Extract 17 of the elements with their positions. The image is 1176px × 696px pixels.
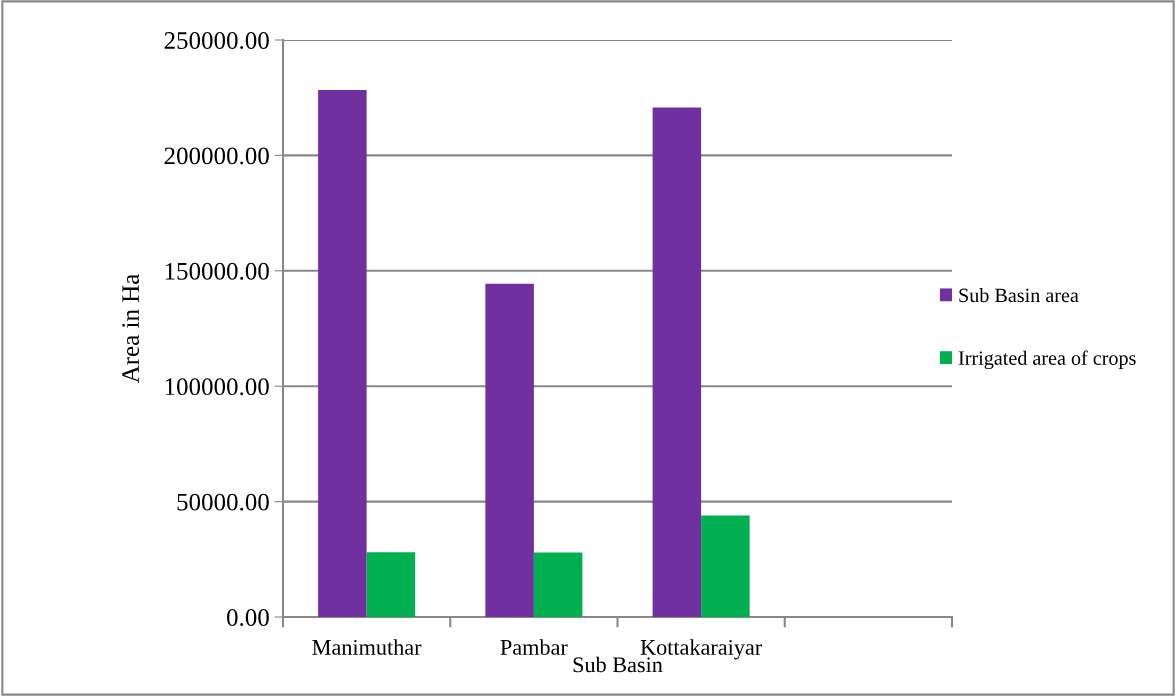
bar: [533, 552, 583, 617]
y-tick-label: 0.00: [227, 609, 269, 627]
y-tick-label: 250000.00: [164, 32, 269, 50]
bar: [701, 515, 750, 617]
bar: [318, 90, 367, 617]
legend-label: Irrigated area of crops: [958, 350, 1136, 370]
legend-label: Sub Basin area: [959, 287, 1079, 303]
y-tick-label: 50000.00: [177, 493, 269, 511]
y-tick-label: 100000.00: [165, 378, 269, 396]
bar: [485, 283, 534, 617]
y-tick-label: 150000.00: [165, 262, 269, 280]
bar: [652, 107, 702, 617]
x-tick-label: Pambar: [500, 639, 568, 655]
bar: [366, 552, 416, 617]
y-tick-label: 200000.00: [164, 147, 269, 165]
x-tick-label: Manimuthar: [312, 639, 422, 655]
y-axis-title: Area in Ha: [122, 274, 140, 384]
